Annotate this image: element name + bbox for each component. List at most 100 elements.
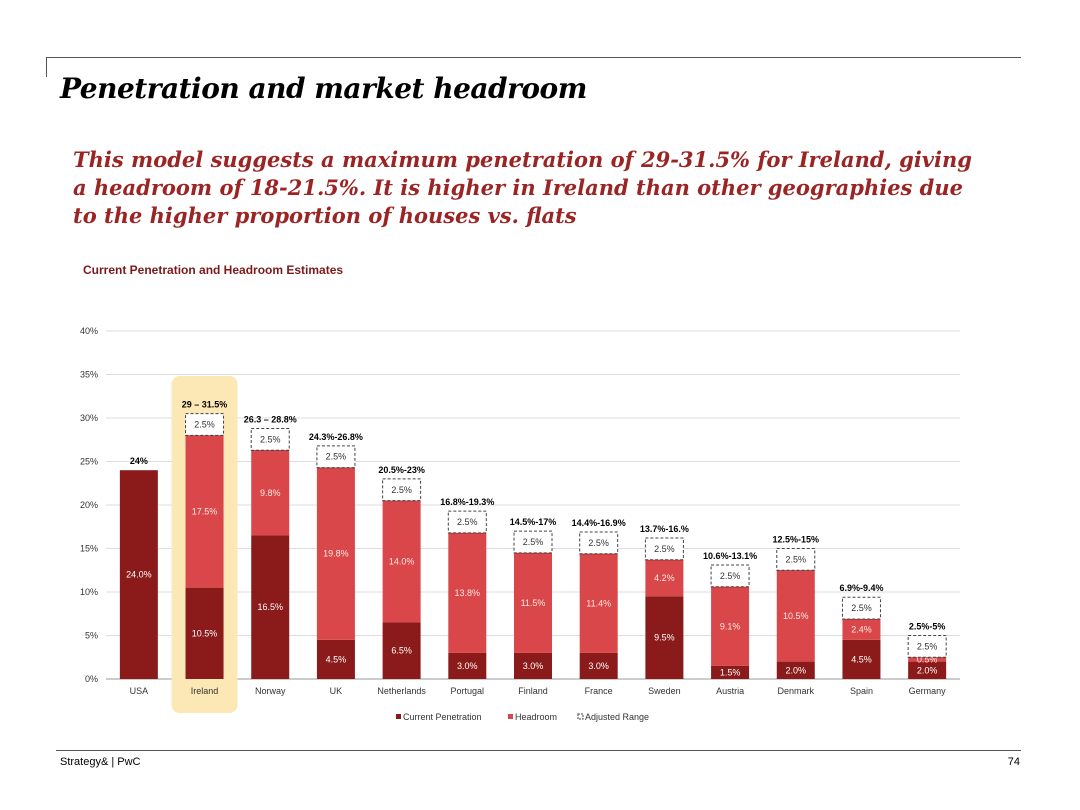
stacked-bar-chart: 0% 5% 10% 15% 20% 25% 30% 35% 40% 24.0% 24% USA 10.5… — [80, 326, 960, 722]
y-tick-label: 15% — [80, 544, 98, 554]
y-tick-label: 5% — [85, 631, 98, 641]
legend-swatch — [396, 714, 401, 719]
bar-headroom-france — [579, 553, 618, 653]
data-label-current: 3.0% — [588, 661, 609, 671]
data-label-current: 3.0% — [523, 661, 544, 671]
bar-headroom-norway — [251, 450, 290, 536]
data-label-current: 3.0% — [457, 661, 478, 671]
page-subtitle: This model suggests a maximum penetratio… — [73, 147, 972, 228]
x-tick-label: Spain — [850, 686, 873, 696]
legend-item: Headroom — [515, 712, 557, 722]
range-label: 6.9%-9.4% — [839, 583, 883, 593]
range-label: 14.5%-17% — [510, 517, 557, 527]
top-rule — [46, 57, 1021, 58]
bar-headroom-sweden — [645, 559, 684, 597]
data-label-current: 1.5% — [720, 667, 741, 677]
x-tick-label: France — [585, 686, 613, 696]
top-rule-tick — [46, 57, 47, 77]
page-number: 74 — [1007, 756, 1020, 768]
bar-current-ireland — [185, 587, 224, 679]
x-tick-label: Norway — [255, 686, 286, 696]
data-label-adjusted: 2.5% — [654, 544, 675, 554]
bar-headroom-germany — [908, 657, 947, 662]
data-label-headroom: 11.4% — [586, 598, 611, 608]
range-label: 24.3%-26.8% — [309, 432, 363, 442]
y-tick-label: 35% — [80, 370, 98, 380]
y-tick-label: 30% — [80, 413, 98, 423]
bar-adjusted-range-sweden — [644, 537, 684, 561]
page-title: Penetration and market headroom — [60, 72, 587, 105]
y-tick-label: 25% — [80, 457, 98, 467]
bar-headroom-uk — [316, 467, 355, 640]
data-label-headroom: 14.0% — [389, 557, 415, 567]
bar-current-usa — [119, 470, 158, 679]
bar-headroom-ireland — [185, 435, 224, 588]
data-label-headroom: 17.5% — [192, 507, 218, 517]
range-label: 12.5%-15% — [773, 535, 820, 545]
bar-current-denmark — [776, 661, 815, 679]
bar-headroom-netherlands — [382, 500, 421, 623]
footer-source: Strategy& | PwC — [60, 756, 141, 768]
range-label: 24% — [130, 456, 148, 466]
bar-current-norway — [251, 535, 290, 679]
bar-current-uk — [316, 639, 355, 679]
range-label: 29 – 31.5% — [182, 400, 228, 410]
x-tick-label: Netherlands — [377, 686, 426, 696]
data-label-headroom: 0.5% — [917, 654, 938, 664]
data-label-headroom: 4.2% — [654, 573, 675, 583]
bar-headroom-denmark — [776, 570, 815, 662]
data-label-headroom: 19.8% — [323, 549, 349, 559]
legend-swatch — [508, 714, 513, 719]
bar-headroom-spain — [842, 618, 881, 640]
y-tick-label: 10% — [80, 587, 98, 597]
data-label-headroom: 9.1% — [720, 621, 741, 631]
bar-adjusted-range-finland — [513, 530, 553, 554]
data-label-adjusted: 2.5% — [851, 603, 872, 613]
bar-adjusted-range-germany — [907, 635, 947, 658]
y-tick-label: 40% — [80, 326, 98, 336]
bar-adjusted-range-netherlands — [382, 478, 422, 502]
data-label-adjusted: 2.5% — [786, 554, 807, 564]
data-label-adjusted: 2.5% — [523, 537, 544, 547]
y-tick-label: 20% — [80, 500, 98, 510]
data-label-current: 6.5% — [391, 646, 412, 656]
footer-rule — [56, 750, 1021, 751]
range-label: 10.6%-13.1% — [703, 551, 757, 561]
data-label-current: 4.5% — [326, 654, 347, 664]
data-label-adjusted: 2.5% — [720, 571, 741, 581]
data-label-headroom: 10.5% — [783, 611, 809, 621]
x-tick-label: Portugal — [451, 686, 485, 696]
bar-current-france — [579, 652, 618, 679]
data-label-headroom: 13.8% — [455, 588, 481, 598]
data-label-headroom: 9.8% — [260, 488, 281, 498]
x-tick-label: Ireland — [191, 686, 219, 696]
data-label-current: 10.5% — [192, 628, 218, 638]
legend-swatch — [577, 713, 584, 720]
bar-adjusted-range-austria — [710, 564, 750, 588]
legend-item: Current Penetration — [403, 712, 482, 722]
bar-headroom-austria — [711, 586, 750, 666]
y-tick-label: 0% — [85, 674, 98, 684]
x-tick-label: Germany — [909, 686, 947, 696]
data-label-adjusted: 2.5% — [391, 485, 412, 495]
bar-current-spain — [842, 639, 881, 679]
data-label-adjusted: 2.5% — [457, 517, 478, 527]
data-label-adjusted: 2.5% — [194, 420, 215, 430]
bar-current-germany — [908, 661, 947, 679]
bar-current-austria — [711, 665, 750, 679]
data-label-adjusted: 2.5% — [260, 434, 281, 444]
bar-adjusted-range-spain — [841, 596, 881, 620]
range-label: 14.4%-16.9% — [572, 518, 626, 528]
bar-current-sweden — [645, 596, 684, 679]
data-label-current: 16.5% — [257, 602, 283, 612]
data-label-headroom: 11.5% — [521, 598, 546, 608]
bar-adjusted-range-denmark — [776, 548, 816, 571]
range-label: 20.5%-23% — [378, 465, 425, 475]
x-tick-label: Austria — [716, 686, 744, 696]
data-label-current: 4.5% — [851, 654, 872, 664]
chart-title: Current Penetration and Headroom Estimat… — [83, 263, 344, 277]
bar-current-finland — [514, 652, 552, 679]
range-label: 16.8%-19.3% — [440, 497, 494, 507]
bar-adjusted-range-uk — [316, 445, 356, 469]
data-label-adjusted: 2.5% — [326, 452, 347, 462]
